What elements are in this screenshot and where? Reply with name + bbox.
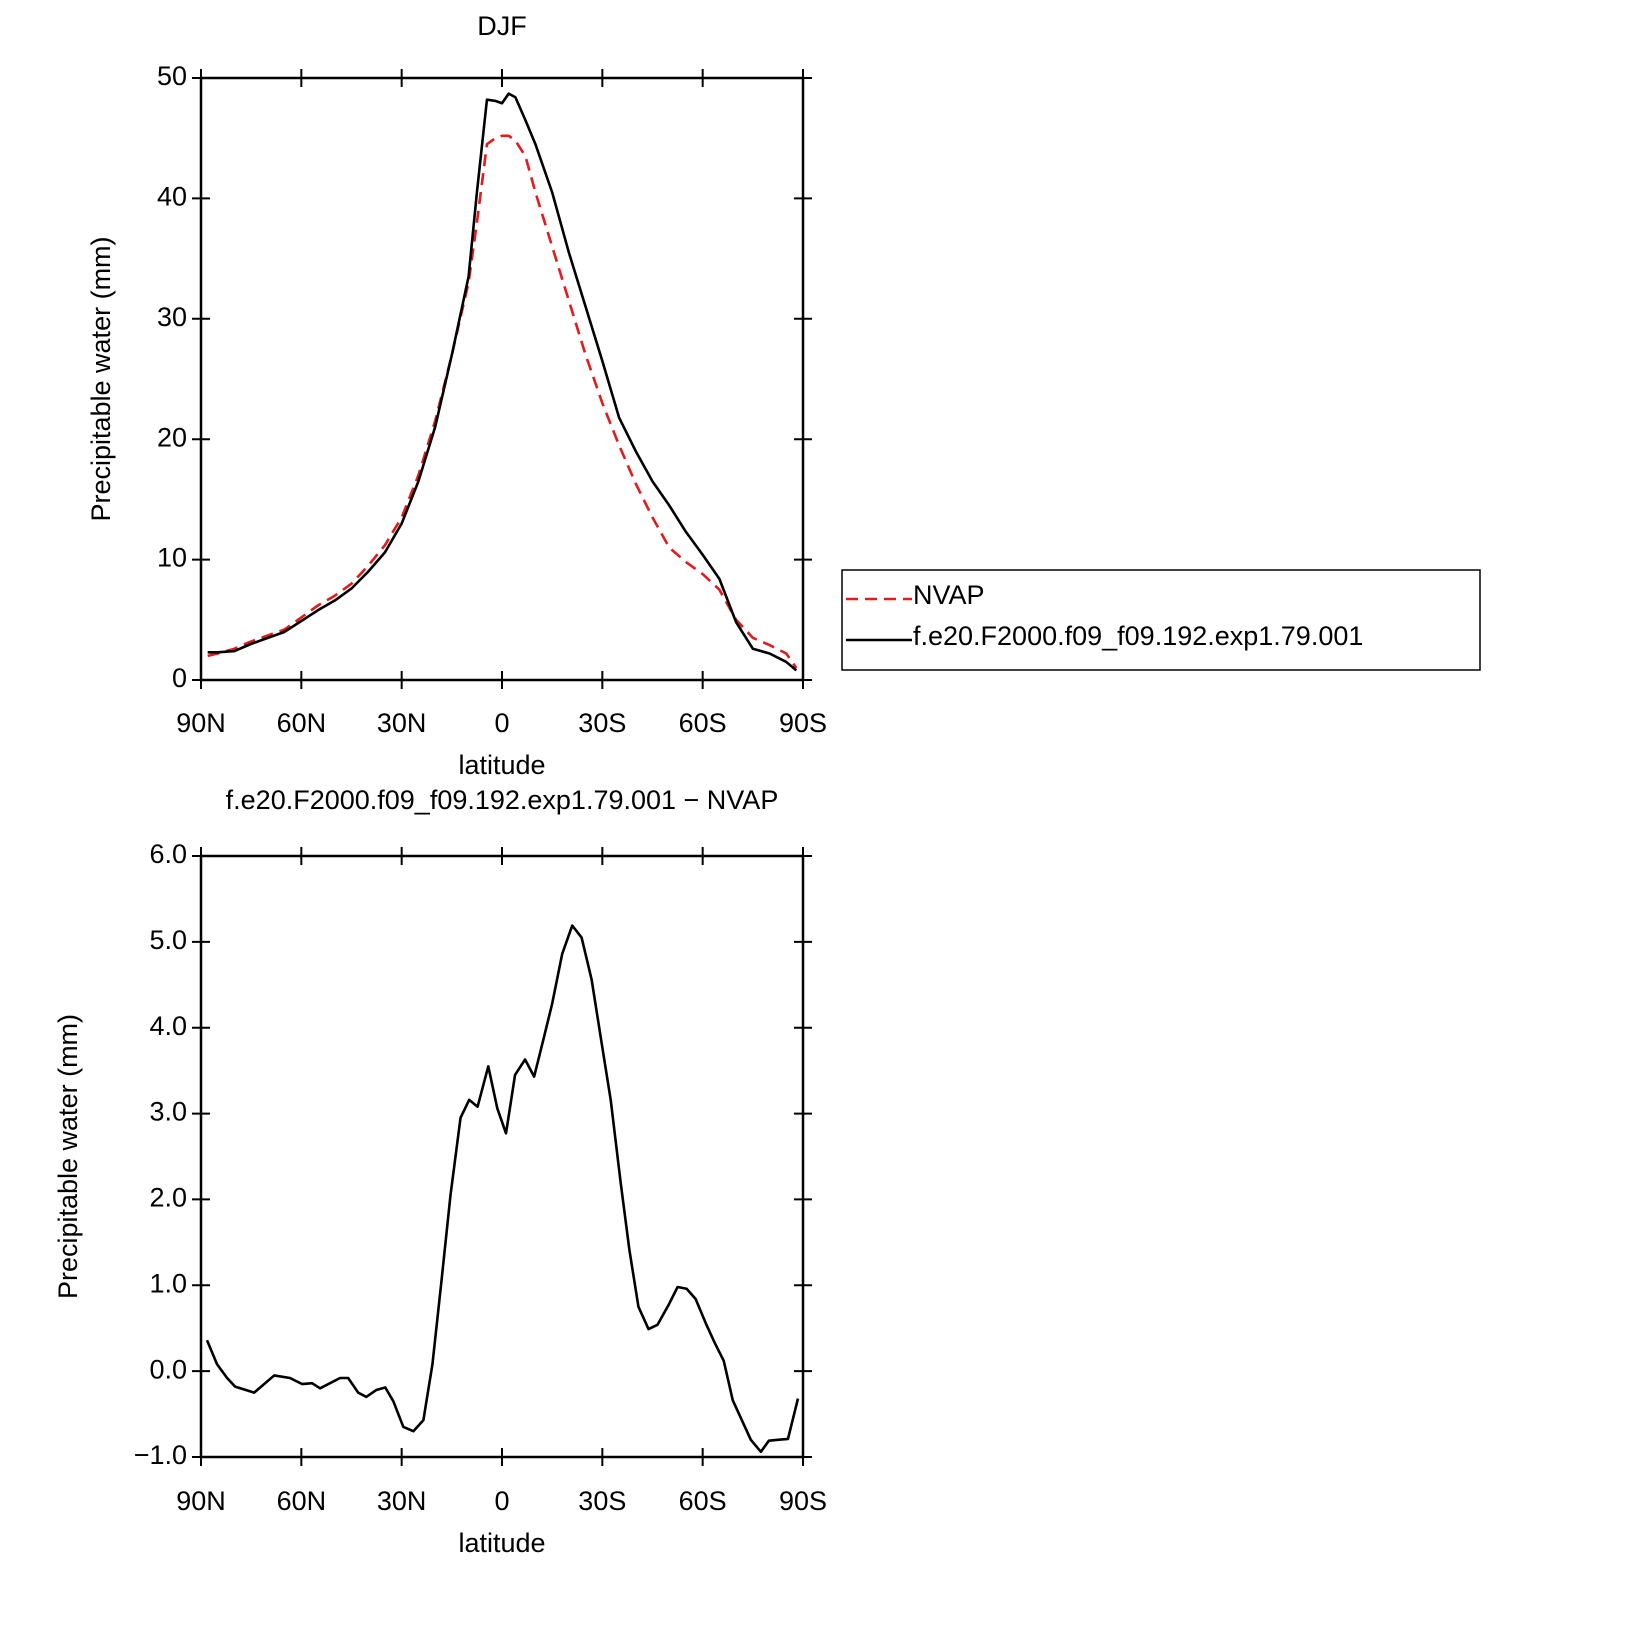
x-tick-label: 60S xyxy=(679,1486,727,1516)
y-tick-label: 20 xyxy=(157,422,187,452)
legend-box xyxy=(841,569,1481,671)
x-tick-label: 30S xyxy=(578,1486,626,1516)
y-tick-label: 40 xyxy=(157,182,187,212)
y-axis-label: Precipitable water (mm) xyxy=(86,236,116,521)
x-tick-label: 60N xyxy=(277,708,327,738)
plot-frame xyxy=(199,76,805,682)
y-tick-label: −1.0 xyxy=(134,1440,187,1470)
x-tick-label: 90S xyxy=(779,708,827,738)
y-axis-label: Precipitable water (mm) xyxy=(53,1014,83,1299)
y-tick-label: 0.0 xyxy=(149,1354,187,1384)
x-tick-label: 0 xyxy=(494,708,509,738)
y-tick-label: 1.0 xyxy=(149,1268,187,1298)
y-tick-label: 4.0 xyxy=(149,1011,187,1041)
y-tick-label: 30 xyxy=(157,302,187,332)
y-tick-label: 10 xyxy=(157,543,187,573)
y-tick-label: 3.0 xyxy=(149,1097,187,1127)
data-line xyxy=(207,134,798,669)
data-line xyxy=(205,924,800,1454)
x-tick-label: 30S xyxy=(578,708,626,738)
y-tick-label: 0 xyxy=(172,663,187,693)
x-tick-label: 90S xyxy=(779,1486,827,1516)
plot-frame xyxy=(199,854,805,1459)
y-tick-label: 2.0 xyxy=(149,1183,187,1213)
data-line xyxy=(207,92,798,672)
legend-label: NVAP xyxy=(913,580,985,610)
y-tick-label: 50 xyxy=(157,61,187,91)
legend-label: f.e20.F2000.f09_f09.192.exp1.79.001 xyxy=(913,621,1363,651)
x-tick-label: 30N xyxy=(377,1486,427,1516)
x-tick-label: 0 xyxy=(494,1486,509,1516)
x-tick-label: 90N xyxy=(176,708,226,738)
y-tick-label: 5.0 xyxy=(149,925,187,955)
x-axis-label: latitude xyxy=(458,750,545,780)
x-tick-label: 30N xyxy=(377,708,427,738)
chart-title: DJF xyxy=(477,11,527,41)
x-tick-label: 60S xyxy=(679,708,727,738)
x-tick-label: 60N xyxy=(277,1486,327,1516)
chart-title: f.e20.F2000.f09_f09.192.exp1.79.001 − NV… xyxy=(226,785,779,815)
x-tick-label: 90N xyxy=(176,1486,226,1516)
x-axis-label: latitude xyxy=(458,1528,545,1558)
y-tick-label: 6.0 xyxy=(149,839,187,869)
